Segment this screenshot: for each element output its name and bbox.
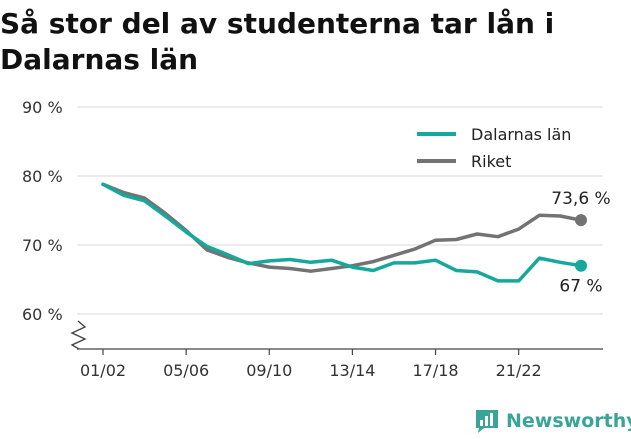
legend-label: Riket — [471, 152, 511, 171]
brand-logo: Newsworthy — [474, 406, 631, 436]
y-tick-label: 60 % — [22, 305, 63, 324]
legend-label: Dalarnas län — [471, 125, 571, 144]
end-label-riket: 73,6 % — [551, 189, 610, 209]
chart-title: Så stor del av studenterna tar lån i Dal… — [0, 7, 555, 76]
series-line-riket — [101, 182, 583, 273]
x-axis-ticks: 01/02 05/06 09/10 13/14 17/18 21/22 — [80, 349, 542, 380]
x-tick-label: 01/02 — [80, 361, 126, 380]
x-tick-label: 09/10 — [246, 361, 292, 380]
series-lines — [101, 182, 587, 283]
brand-name: Newsworthy — [506, 410, 631, 432]
end-point-riket — [575, 214, 587, 227]
x-tick-label: 21/22 — [496, 361, 542, 380]
gridlines — [77, 106, 603, 315]
x-tick-label: 13/14 — [329, 361, 375, 380]
y-tick-label: 80 % — [22, 167, 63, 186]
y-tick-label: 90 % — [22, 98, 63, 117]
axis-break-icon — [70, 320, 87, 350]
end-label-dalarnas-lan: 67 % — [559, 277, 602, 297]
y-axis-ticks: 60 % 70 % 80 % 90 % — [22, 98, 63, 324]
legend: Dalarnas län Riket — [417, 125, 571, 171]
end-point-dalarnas-lan — [575, 259, 587, 272]
series-line-dalarnas-lan — [101, 182, 583, 283]
newsworthy-logo-icon — [476, 410, 498, 433]
end-labels: 73,6 % 67 % — [551, 189, 610, 297]
y-tick-label: 70 % — [22, 236, 63, 255]
x-tick-label: 17/18 — [412, 361, 458, 380]
x-tick-label: 05/06 — [163, 361, 209, 380]
x-axis — [70, 320, 603, 350]
